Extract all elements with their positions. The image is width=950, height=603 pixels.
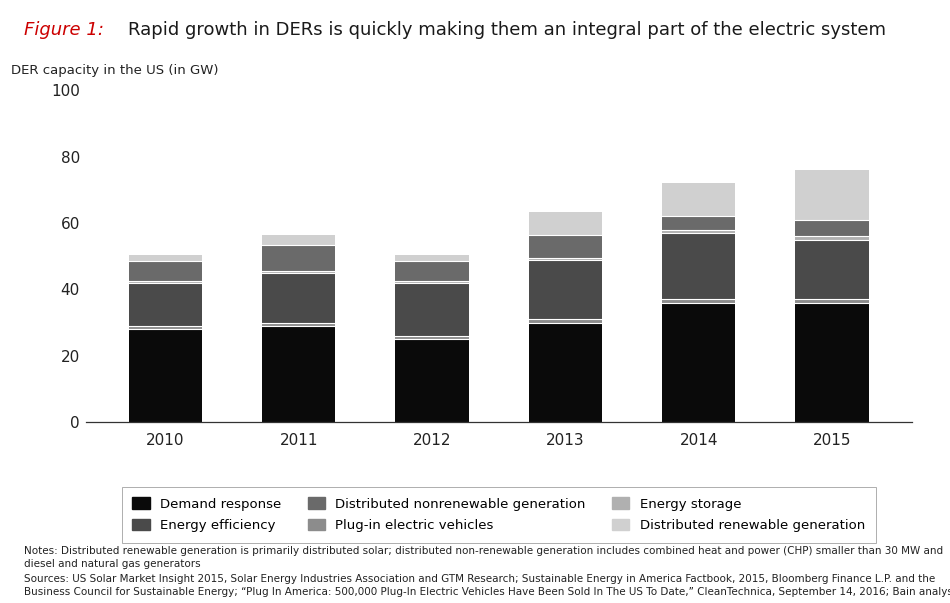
- Bar: [662, 303, 735, 422]
- Text: DER capacity in the US (in GW): DER capacity in the US (in GW): [11, 64, 218, 77]
- Bar: [262, 273, 335, 323]
- Bar: [262, 245, 335, 271]
- Text: Business Council for Sustainable Energy; “Plug In America: 500,000 Plug-In Elect: Business Council for Sustainable Energy;…: [24, 587, 950, 598]
- Legend: Demand response, Energy efficiency, Distributed nonrenewable generation, Plug-in: Demand response, Energy efficiency, Dist…: [122, 487, 876, 543]
- Bar: [662, 233, 735, 299]
- Bar: [662, 183, 735, 216]
- Bar: [395, 336, 468, 339]
- Text: Figure 1:: Figure 1:: [24, 21, 104, 39]
- Text: Notes: Distributed renewable generation is primarily distributed solar; distribu: Notes: Distributed renewable generation …: [24, 546, 942, 556]
- Bar: [129, 326, 202, 329]
- Bar: [262, 271, 335, 273]
- Bar: [795, 299, 868, 303]
- Bar: [662, 216, 735, 230]
- Bar: [262, 326, 335, 422]
- Bar: [662, 299, 735, 303]
- Bar: [262, 235, 335, 245]
- Bar: [795, 239, 868, 299]
- Bar: [129, 261, 202, 281]
- Bar: [395, 261, 468, 281]
- Bar: [129, 329, 202, 422]
- Bar: [529, 258, 602, 259]
- Text: diesel and natural gas generators: diesel and natural gas generators: [24, 559, 200, 569]
- Bar: [129, 281, 202, 283]
- Bar: [529, 323, 602, 422]
- Bar: [795, 219, 868, 236]
- Bar: [795, 303, 868, 422]
- Bar: [795, 236, 868, 239]
- Text: Rapid growth in DERs is quickly making them an integral part of the electric sys: Rapid growth in DERs is quickly making t…: [128, 21, 886, 39]
- Bar: [395, 281, 468, 283]
- Bar: [262, 323, 335, 326]
- Bar: [129, 254, 202, 261]
- Bar: [662, 230, 735, 233]
- Text: Sources: US Solar Market Insight 2015, Solar Energy Industries Association and G: Sources: US Solar Market Insight 2015, S…: [24, 574, 935, 584]
- Bar: [395, 339, 468, 422]
- Bar: [529, 319, 602, 323]
- Bar: [395, 283, 468, 336]
- Bar: [395, 254, 468, 261]
- Bar: [795, 170, 868, 219]
- Bar: [129, 283, 202, 326]
- Bar: [529, 259, 602, 320]
- Bar: [529, 235, 602, 258]
- Bar: [529, 212, 602, 235]
